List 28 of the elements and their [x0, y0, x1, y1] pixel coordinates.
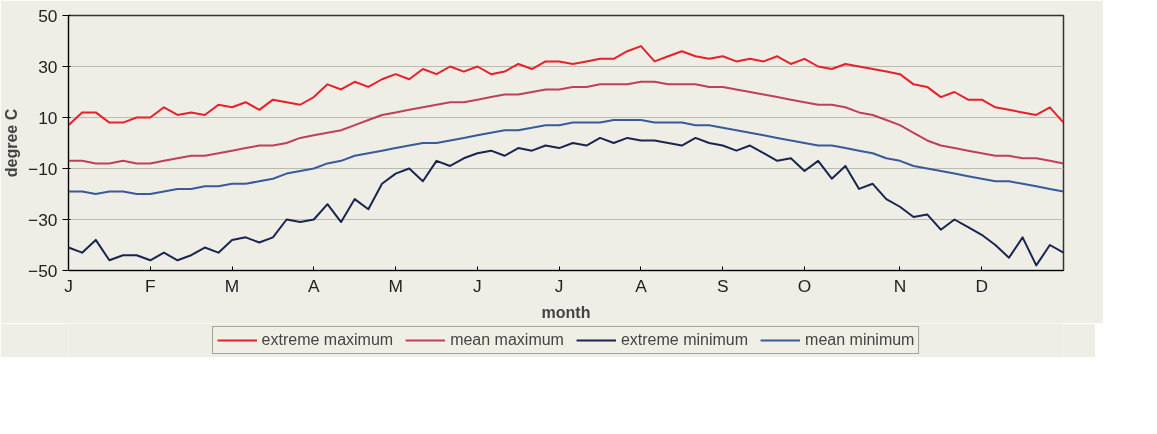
legend-label: extreme maximum — [261, 331, 394, 349]
x-tick-label: A — [635, 275, 648, 296]
line-series — [68, 119, 1064, 195]
y-tick-label: −30 — [28, 209, 58, 230]
legend-label: extreme minimum — [620, 331, 749, 349]
line-series — [68, 80, 1064, 165]
y-tick-label: 10 — [38, 107, 58, 128]
x-axis-title: month — [541, 303, 591, 321]
y-tick-label: −10 — [28, 158, 58, 179]
x-tick-label: O — [797, 275, 812, 296]
y-tick-label: 30 — [38, 56, 58, 77]
line-series — [68, 45, 1064, 127]
line-series — [68, 136, 1064, 267]
x-tick-label: M — [224, 275, 240, 296]
x-tick-label: F — [144, 275, 156, 296]
x-tick-label: A — [308, 275, 321, 296]
y-tick-label: 50 — [38, 5, 58, 26]
x-tick-label: D — [975, 275, 988, 296]
x-tick-label: N — [893, 275, 907, 296]
y-axis-title: degree C — [3, 108, 21, 178]
legend-label: mean maximum — [450, 331, 564, 349]
x-tick-label: J — [64, 275, 73, 296]
x-tick-label: J — [554, 275, 564, 296]
x-tick-label: M — [388, 275, 403, 296]
legend-label: mean minimum — [805, 331, 915, 349]
x-tick-label: J — [473, 275, 482, 296]
y-tick-label: −50 — [28, 260, 58, 281]
x-tick-label: S — [716, 275, 729, 296]
